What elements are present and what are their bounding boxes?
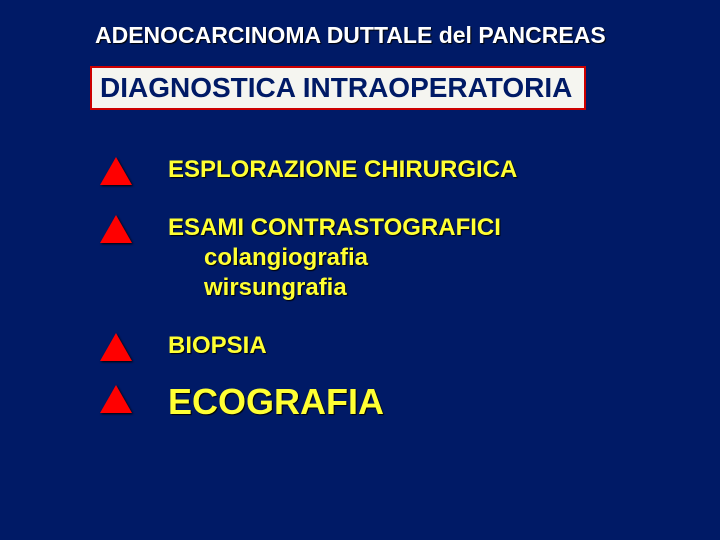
list-item-text-emphasis: ECOGRAFIA — [168, 379, 384, 424]
list-item-sub: wirsungrafia — [168, 273, 501, 303]
triangle-bullet-icon — [100, 333, 132, 361]
triangle-bullet-icon — [100, 157, 132, 185]
list-item-text: BIOPSIA — [168, 331, 267, 361]
triangle-bullet-icon — [100, 215, 132, 243]
list-item-main: ESAMI CONTRASTOGRAFICI — [168, 214, 501, 241]
slide-title: ADENOCARCINOMA DUTTALE del PANCREAS — [95, 22, 680, 49]
subtitle-box: DIAGNOSTICA INTRAOPERATORIA — [90, 66, 586, 110]
list-item-text: ESPLORAZIONE CHIRURGICA — [168, 155, 517, 185]
list-item: ESPLORAZIONE CHIRURGICA — [100, 155, 680, 185]
triangle-bullet-icon — [100, 385, 132, 413]
list-item: ESAMI CONTRASTOGRAFICI colangiografia wi… — [100, 213, 680, 303]
list-item-text: ESAMI CONTRASTOGRAFICI colangiografia wi… — [168, 213, 501, 303]
list-item-sub: colangiografia — [168, 243, 501, 273]
list-item: BIOPSIA — [100, 331, 680, 361]
bullet-list: ESPLORAZIONE CHIRURGICA ESAMI CONTRASTOG… — [100, 155, 680, 452]
list-item: ECOGRAFIA — [100, 383, 680, 424]
